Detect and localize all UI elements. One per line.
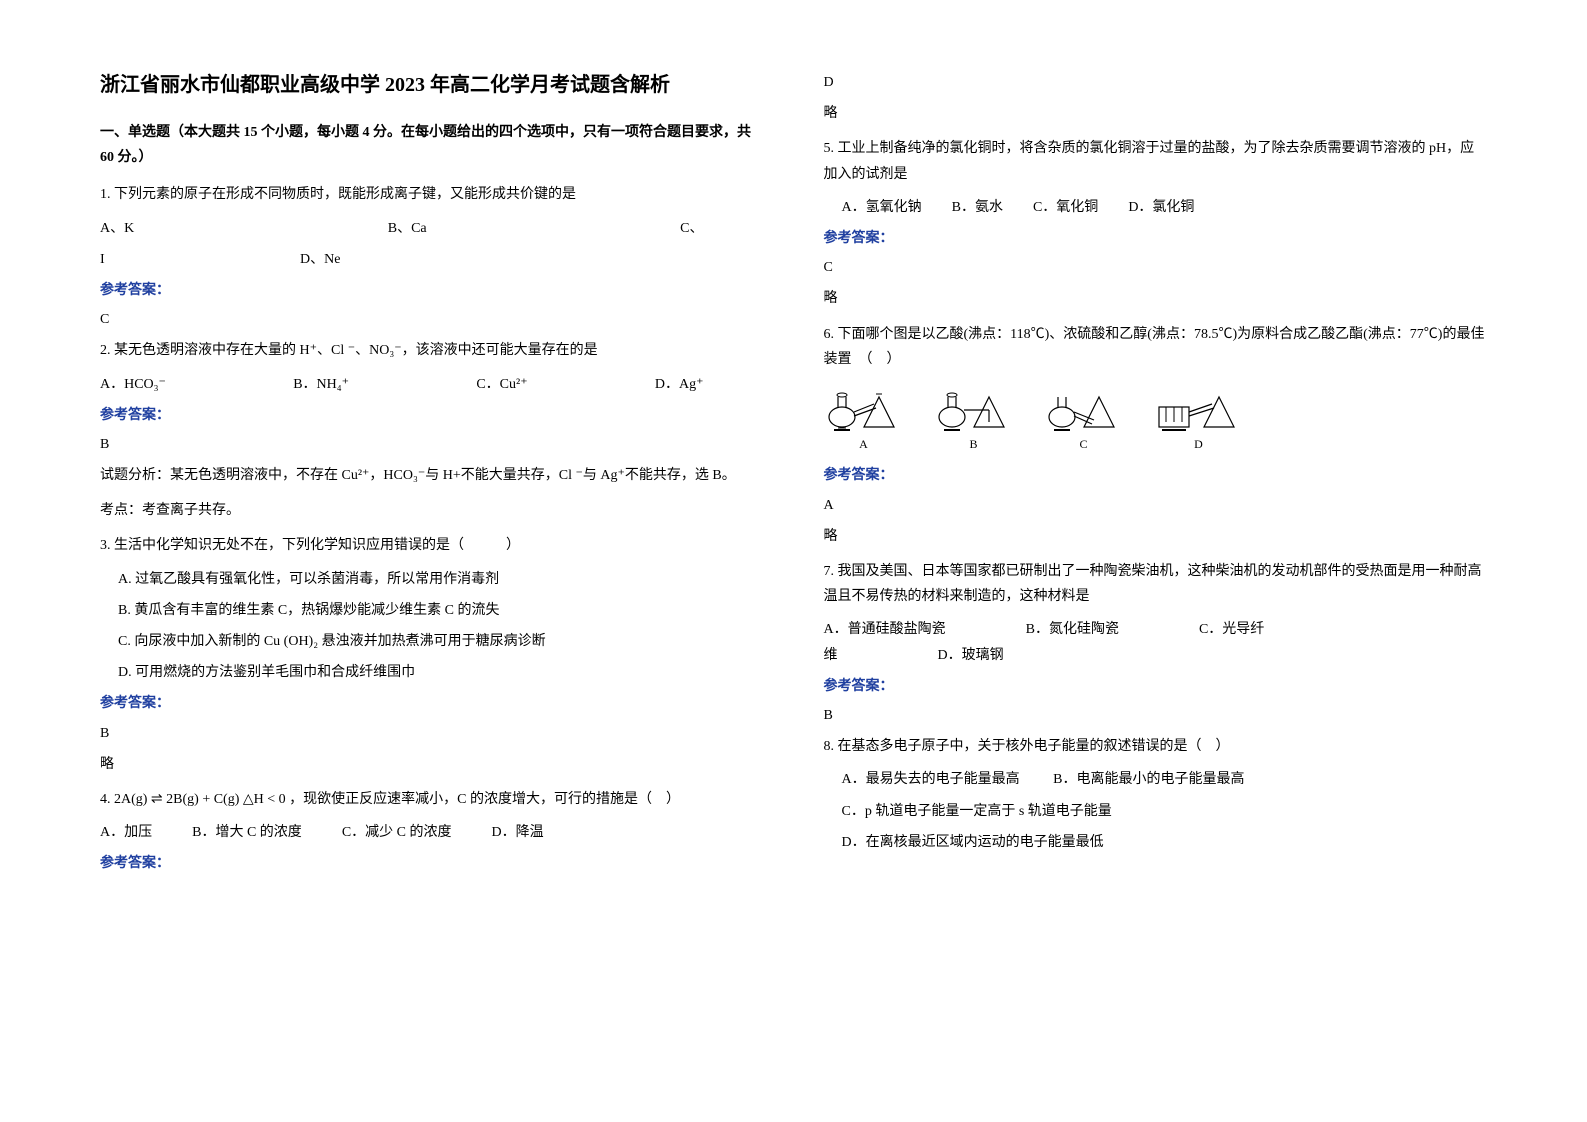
q2-answer: B — [100, 432, 764, 457]
question-5: 5. 工业上制备纯净的氯化铜时，将含杂质的氯化铜溶于过量的盐酸，为了除去杂质需要… — [824, 136, 1488, 186]
question-6: 6. 下面哪个图是以乙酸(沸点：118℃)、浓硫酸和乙醇(沸点：78.5℃)为原… — [824, 322, 1488, 372]
question-8: 8. 在基态多电子原子中，关于核外电子能量的叙述错误的是（ ） — [824, 734, 1488, 759]
apparatus-a: A — [824, 382, 904, 456]
q1-opt-c2: I — [100, 247, 300, 272]
apparatus-d-label: D — [1194, 434, 1203, 456]
apparatus-d: D — [1154, 382, 1244, 456]
q8-opt-c: C．p 轨道电子能量一定高于 s 轨道电子能量 — [824, 799, 1488, 824]
q2-opt-d: D．Ag⁺ — [655, 372, 704, 397]
q3-opt-d: D. 可用燃烧的方法鉴别羊毛围巾和合成纤维围巾 — [100, 660, 764, 685]
question-4: 4. 2A(g) ⇌ 2B(g) + C(g) △H < 0 ，现欲使正反应速率… — [100, 787, 764, 812]
q3-note: 略 — [100, 752, 764, 777]
apparatus-c-icon — [1044, 382, 1124, 432]
q7-answer: B — [824, 703, 1488, 728]
q5-answer: C — [824, 255, 1488, 280]
apparatus-c-label: C — [1079, 434, 1087, 456]
q7-opt-c2: 维 — [824, 643, 838, 668]
question-7: 7. 我国及美国、日本等国家都已研制出了一种陶瓷柴油机，这种柴油机的发动机部件的… — [824, 559, 1488, 609]
q2-answer-label: 参考答案： — [100, 403, 764, 428]
q8-opt-d: D．在离核最近区域内运动的电子能量最低 — [824, 830, 1488, 855]
apparatus-a-icon — [824, 382, 904, 432]
q4-opt-a: A．加压 — [100, 820, 152, 845]
q3-answer-label: 参考答案： — [100, 691, 764, 716]
q7-opt-b: B．氮化硅陶瓷 — [1026, 617, 1119, 642]
apparatus-b-icon — [934, 382, 1014, 432]
apparatus-c: C — [1044, 382, 1124, 456]
question-1: 1. 下列元素的原子在形成不同物质时，既能形成离子键，又能形成共价键的是 — [100, 182, 764, 207]
left-column: 浙江省丽水市仙都职业高级中学 2023 年高二化学月考试题含解析 一、单选题（本… — [100, 70, 764, 1052]
q1-opt-c: C、 — [680, 216, 703, 241]
q2-opt-b: B．NH₄⁺ — [293, 372, 349, 397]
q5-opt-d: D．氯化铜 — [1128, 195, 1194, 220]
q3-opt-b: B. 黄瓜含有丰富的维生素 C，热锅爆炒能减少维生素 C 的流失 — [100, 598, 764, 623]
apparatus-b-label: B — [969, 434, 977, 456]
q6-note: 略 — [824, 524, 1488, 549]
q3-opt-c: C. 向尿液中加入新制的 Cu (OH)₂ 悬浊液并加热煮沸可用于糖尿病诊断 — [100, 629, 764, 654]
q6-answer: A — [824, 493, 1488, 518]
q7-options-row2: 维 D．玻璃钢 — [824, 643, 1488, 668]
q4-answer-label: 参考答案： — [100, 851, 764, 876]
q8-opt-a: A．最易失去的电子能量最高 — [842, 772, 1020, 787]
right-column: D 略 5. 工业上制备纯净的氯化铜时，将含杂质的氯化铜溶于过量的盐酸，为了除去… — [824, 70, 1488, 1052]
q4-opt-b: B．增大 C 的浓度 — [192, 820, 302, 845]
q1-answer: C — [100, 307, 764, 332]
q1-opt-d: D、Ne — [300, 247, 340, 272]
exam-title: 浙江省丽水市仙都职业高级中学 2023 年高二化学月考试题含解析 — [100, 70, 764, 100]
q4-opt-d: D．降温 — [492, 820, 544, 845]
q7-opt-c: C．光导纤 — [1199, 617, 1264, 642]
q3-opt-a: A. 过氧乙酸具有强氧化性，可以杀菌消毒，所以常用作消毒剂 — [100, 567, 764, 592]
q4-opt-c: C．减少 C 的浓度 — [342, 820, 452, 845]
q8-opts-ab: A．最易失去的电子能量最高 B．电离能最小的电子能量最高 — [824, 767, 1488, 792]
q1-options-row1: A、K B、Ca C、 — [100, 216, 764, 241]
q2-opt-c: C．Cu²⁺ — [476, 372, 527, 397]
question-3: 3. 生活中化学知识无处不在，下列化学知识应用错误的是（ ） — [100, 533, 764, 558]
apparatus-d-icon — [1154, 382, 1244, 432]
q1-opt-a: A、K — [100, 216, 134, 241]
q5-answer-label: 参考答案： — [824, 226, 1488, 251]
q5-note: 略 — [824, 286, 1488, 311]
q2-opt-a: A．HCO₃⁻ — [100, 372, 166, 397]
apparatus-b: B — [934, 382, 1014, 456]
q1-opt-b: B、Ca — [388, 216, 427, 241]
q7-opt-d: D．玻璃钢 — [938, 643, 1004, 668]
q7-options-row1: A．普通硅酸盐陶瓷 B．氮化硅陶瓷 C．光导纤 — [824, 617, 1488, 642]
q5-opt-b: B．氨水 — [952, 195, 1003, 220]
q5-options: A．氢氧化钠 B．氨水 C．氧化铜 D．氯化铜 — [824, 195, 1488, 220]
q5-opt-c: C．氧化铜 — [1033, 195, 1098, 220]
q7-answer-label: 参考答案： — [824, 674, 1488, 699]
question-2: 2. 某无色透明溶液中存在大量的 H⁺、Cl ⁻、NO₃⁻，该溶液中还可能大量存… — [100, 338, 764, 363]
q3-answer: B — [100, 721, 764, 746]
section-1-heading: 一、单选题（本大题共 15 个小题，每小题 4 分。在每小题给出的四个选项中，只… — [100, 120, 764, 170]
q8-opt-b: B．电离能最小的电子能量最高 — [1053, 772, 1244, 787]
q1-answer-label: 参考答案： — [100, 278, 764, 303]
q2-analysis: 试题分析：某无色透明溶液中，不存在 Cu²⁺，HCO₃⁻与 H+不能大量共存，C… — [100, 463, 764, 488]
q2-options: A．HCO₃⁻ B．NH₄⁺ C．Cu²⁺ D．Ag⁺ — [100, 372, 764, 397]
q5-opt-a: A．氢氧化钠 — [842, 195, 922, 220]
q2-point: 考点：考查离子共存。 — [100, 498, 764, 523]
q4-options: A．加压 B．增大 C 的浓度 C．减少 C 的浓度 D．降温 — [100, 820, 764, 845]
q7-opt-a: A．普通硅酸盐陶瓷 — [824, 617, 946, 642]
q1-options-row2: I D、Ne — [100, 247, 764, 272]
apparatus-row: A B C — [824, 382, 1488, 456]
apparatus-a-label: A — [859, 434, 868, 456]
q6-answer-label: 参考答案： — [824, 463, 1488, 488]
q4-answer: D — [824, 70, 1488, 95]
q4-note: 略 — [824, 101, 1488, 126]
